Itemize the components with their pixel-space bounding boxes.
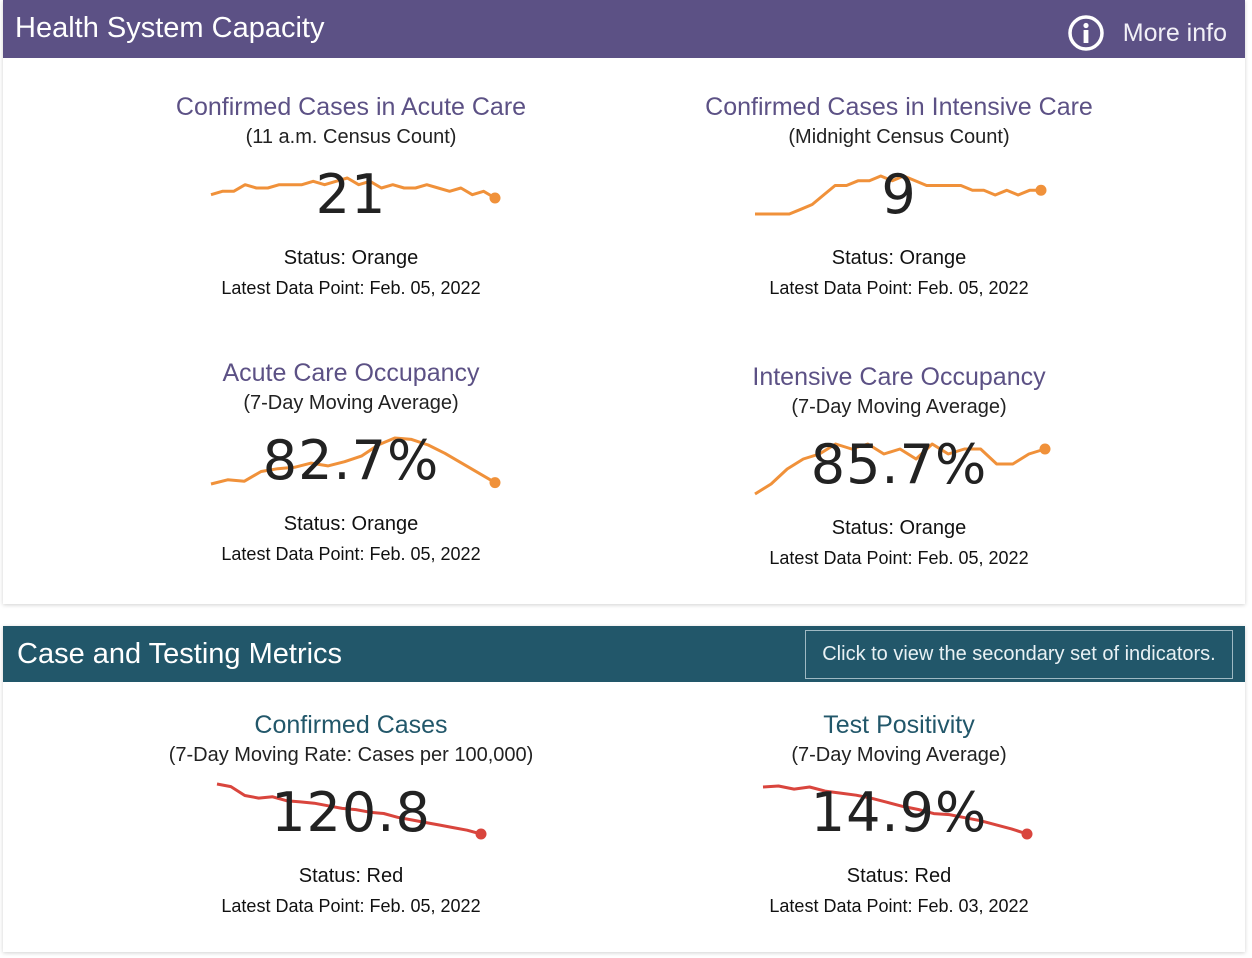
sparkline-area: 21 [71,162,631,240]
tile-title: Test Positivity [823,711,975,739]
metric-value: 120.8 [271,781,431,844]
sparkline-area: 85.7% [619,432,1179,510]
latest-point-marker [1039,443,1051,455]
tile-subtitle: (7-Day Moving Average) [791,396,1007,418]
tile-title: Confirmed Cases [254,711,448,739]
latest-point-marker [1021,828,1033,840]
cases-title: Case and Testing Metrics [17,638,343,670]
trend-line [762,784,1028,836]
status-label: Status: Orange [283,513,419,535]
trend-line [210,436,496,486]
status-label: Status: Orange [831,247,967,269]
latest-point-marker [475,828,487,840]
sparkline [210,436,501,489]
trend-line [216,782,482,836]
latest-data-point: Latest Data Point: Feb. 05, 2022 [769,548,1029,568]
more-info-label[interactable]: More info [1122,18,1227,47]
tile-confirmed-cases: Confirmed Cases (7-Day Moving Rate: Case… [71,710,631,920]
latest-data-point: Latest Data Point: Feb. 03, 2022 [769,896,1029,916]
tile-test-positivity: Test Positivity (7-Day Moving Average) 1… [619,710,1179,920]
tile-subtitle: (Midnight Census Count) [788,126,1010,148]
tile-subtitle: (7-Day Moving Rate: Cases per 100,000) [168,744,534,766]
latest-data-point: Latest Data Point: Feb. 05, 2022 [221,544,481,564]
sparkline-area: 14.9% [619,780,1179,858]
health-header: Health System Capacity More info [3,0,1245,58]
tile-acute-care-occupancy: Acute Care Occupancy (7-Day Moving Avera… [71,358,631,568]
latest-data-point: Latest Data Point: Feb. 05, 2022 [221,896,481,916]
metric-value: 85.7% [810,433,988,496]
sparkline-area: 120.8 [71,780,631,858]
sparkline-area: 9 [619,162,1179,240]
cases-header: Case and Testing Metrics Click to view t… [3,626,1245,682]
tile-subtitle: (11 a.m. Census Count) [245,126,457,148]
tile-title: Acute Care Occupancy [222,359,480,387]
sparkline [755,174,1047,216]
sparkline [754,442,1051,496]
tile-subtitle: (7-Day Moving Average) [243,392,459,414]
metric-value: 21 [315,163,387,226]
sparkline [762,784,1033,840]
tile-acute-care-cases: Confirmed Cases in Acute Care (11 a.m. C… [71,92,631,302]
sparkline [216,782,487,840]
tile-title: Confirmed Cases in Intensive Care [705,93,1093,121]
metric-value: 9 [881,163,917,226]
status-label: Status: Orange [283,247,419,269]
case-testing-metrics-panel: Case and Testing Metrics Click to view t… [3,626,1245,952]
trend-line [210,176,496,200]
latest-point-marker [489,477,501,489]
sparkline [210,176,501,204]
status-label: Status: Red [298,865,404,887]
tile-title: Confirmed Cases in Acute Care [175,93,527,121]
tile-subtitle: (7-Day Moving Average) [791,744,1007,766]
status-label: Status: Red [846,865,952,887]
tile-intensive-care-cases: Confirmed Cases in Intensive Care (Midni… [619,92,1179,302]
latest-data-point: Latest Data Point: Feb. 05, 2022 [221,278,481,298]
metric-value: 14.9% [810,781,988,844]
tile-title: Intensive Care Occupancy [752,363,1046,391]
secondary-indicators-button[interactable]: Click to view the secondary set of indic… [805,630,1233,679]
tile-intensive-care-occupancy: Intensive Care Occupancy (7-Day Moving A… [619,362,1179,572]
trend-line [754,442,1046,496]
status-label: Status: Orange [831,517,967,539]
latest-point-marker [489,192,501,204]
health-title: Health System Capacity [15,12,325,44]
metric-value: 82.7% [262,429,440,492]
latest-point-marker [1035,184,1047,196]
latest-data-point: Latest Data Point: Feb. 05, 2022 [769,278,1029,298]
more-info-button[interactable]: More info [1067,14,1227,52]
sparkline-area: 82.7% [71,428,631,506]
trend-line [755,174,1041,216]
info-icon [1068,15,1104,51]
health-system-capacity-panel: Health System Capacity More info Confirm… [3,0,1245,604]
